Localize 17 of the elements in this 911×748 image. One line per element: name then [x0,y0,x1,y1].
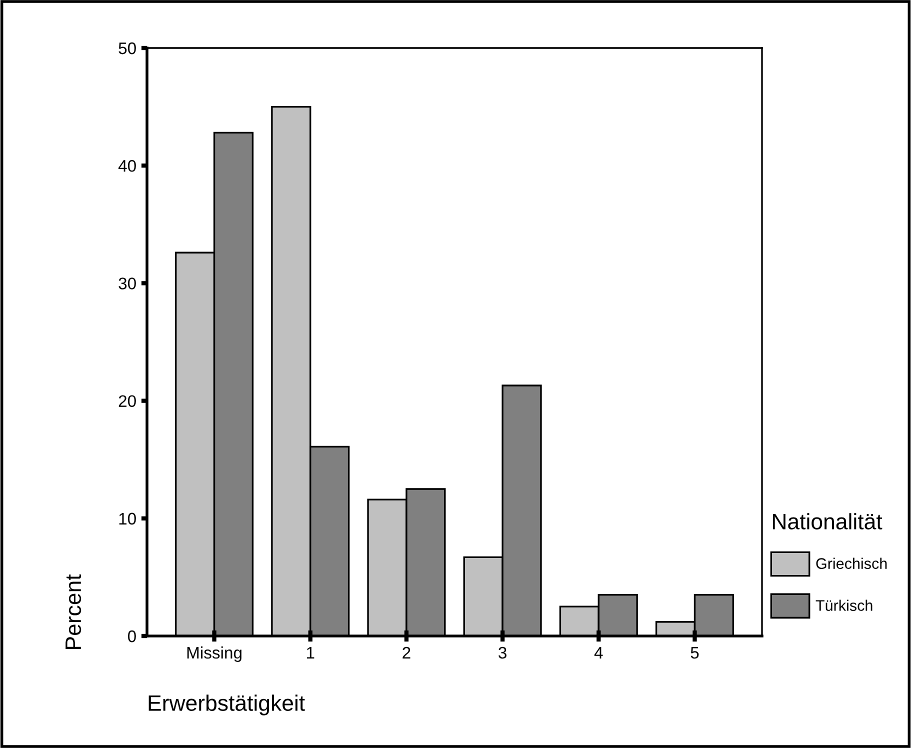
y-tick-label: 30 [118,278,136,290]
y-tick-label: 10 [119,512,136,525]
y-tick-label: 20 [118,395,136,408]
x-tick-label: 3 [498,646,506,659]
legend-label: Griechisch [816,558,887,569]
y-tick-label: 50 [118,42,136,54]
y-axis-title: Percent [66,574,82,649]
x-axis-title: Erwerbstätigkeit [148,694,305,716]
legend-label: Türkisch [816,600,872,611]
y-tick-label: 0 [128,630,136,642]
x-tick-label: 4 [594,647,603,658]
x-tick-label: Missing [187,646,242,662]
x-tick-label: 5 [690,647,699,659]
x-tick-label: 2 [402,646,410,658]
y-tick-label: 40 [118,160,136,172]
legend-title: Nationalität [772,513,882,530]
x-tick-label: 1 [306,647,314,658]
